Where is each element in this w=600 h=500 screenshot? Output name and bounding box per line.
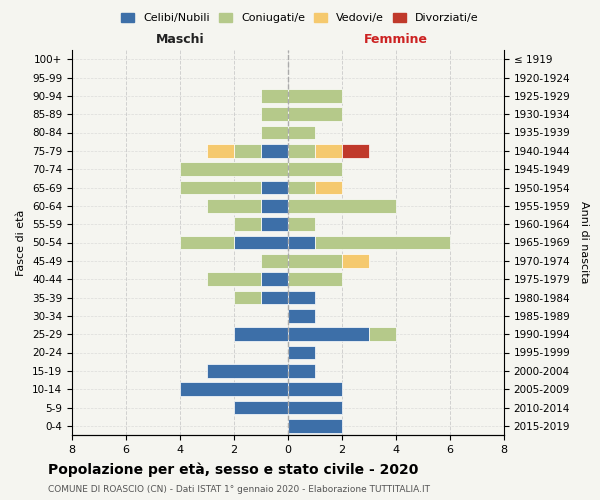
Bar [288, 328, 369, 341]
Bar [288, 254, 342, 268]
Bar [207, 272, 261, 286]
Bar [288, 126, 315, 140]
Legend: Celibi/Nubili, Coniugati/e, Vedovi/e, Divorziati/e: Celibi/Nubili, Coniugati/e, Vedovi/e, Di… [117, 8, 483, 28]
Bar [369, 328, 396, 341]
Bar [261, 89, 288, 102]
Bar [288, 346, 315, 360]
Bar [288, 364, 315, 378]
Bar [288, 309, 315, 322]
Bar [315, 180, 342, 194]
Bar [288, 400, 342, 414]
Bar [207, 144, 234, 158]
Bar [342, 254, 369, 268]
Bar [261, 218, 288, 231]
Text: Femmine: Femmine [364, 34, 428, 46]
Bar [288, 382, 342, 396]
Bar [261, 272, 288, 286]
Y-axis label: Anni di nascita: Anni di nascita [579, 201, 589, 284]
Bar [180, 180, 261, 194]
Bar [261, 180, 288, 194]
Bar [234, 400, 288, 414]
Bar [261, 254, 288, 268]
Text: COMUNE DI ROASCIO (CN) - Dati ISTAT 1° gennaio 2020 - Elaborazione TUTTITALIA.IT: COMUNE DI ROASCIO (CN) - Dati ISTAT 1° g… [48, 485, 430, 494]
Bar [234, 290, 261, 304]
Bar [315, 236, 450, 250]
Bar [288, 236, 315, 250]
Bar [288, 419, 342, 432]
Bar [261, 126, 288, 140]
Bar [234, 328, 288, 341]
Bar [288, 144, 315, 158]
Bar [207, 364, 288, 378]
Bar [234, 144, 261, 158]
Bar [288, 272, 342, 286]
Bar [288, 89, 342, 102]
Bar [261, 144, 288, 158]
Bar [261, 108, 288, 121]
Bar [261, 199, 288, 212]
Bar [180, 162, 288, 176]
Bar [288, 199, 396, 212]
Bar [288, 180, 315, 194]
Text: Popolazione per età, sesso e stato civile - 2020: Popolazione per età, sesso e stato civil… [48, 462, 418, 477]
Bar [234, 236, 288, 250]
Bar [288, 108, 342, 121]
Bar [234, 218, 261, 231]
Bar [180, 236, 234, 250]
Text: Maschi: Maschi [155, 34, 205, 46]
Bar [288, 290, 315, 304]
Bar [288, 162, 342, 176]
Bar [315, 144, 342, 158]
Bar [261, 290, 288, 304]
Bar [288, 218, 315, 231]
Bar [342, 144, 369, 158]
Bar [207, 199, 261, 212]
Bar [180, 382, 288, 396]
Y-axis label: Fasce di età: Fasce di età [16, 210, 26, 276]
